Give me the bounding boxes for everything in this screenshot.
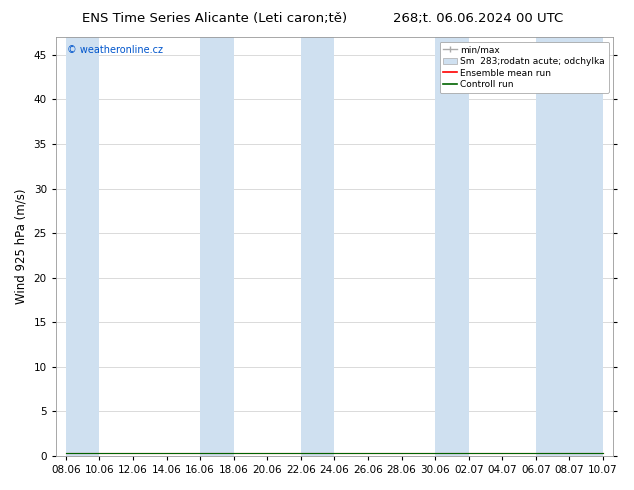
Bar [200, 37, 234, 456]
Text: 268;t. 06.06.2024 00 UTC: 268;t. 06.06.2024 00 UTC [393, 12, 564, 25]
Bar [536, 37, 569, 456]
Bar [66, 37, 100, 456]
Text: © weatheronline.cz: © weatheronline.cz [67, 46, 163, 55]
Bar [301, 37, 335, 456]
Bar [569, 37, 603, 456]
Text: ENS Time Series Alicante (Leti caron;tě): ENS Time Series Alicante (Leti caron;tě) [82, 12, 347, 25]
Bar [435, 37, 469, 456]
Y-axis label: Wind 925 hPa (m/s): Wind 925 hPa (m/s) [15, 189, 28, 304]
Legend: min/max, Sm  283;rodatn acute; odchylka, Ensemble mean run, Controll run: min/max, Sm 283;rodatn acute; odchylka, … [439, 42, 609, 93]
